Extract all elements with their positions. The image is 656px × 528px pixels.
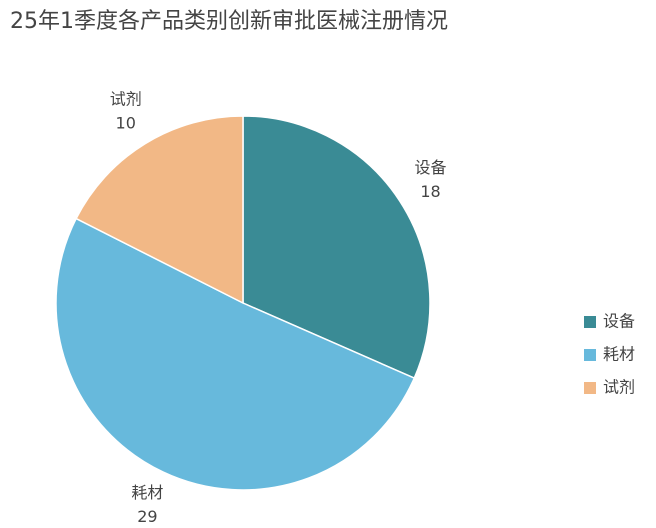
slice-value: 18	[420, 182, 440, 201]
legend-label: 耗材	[603, 345, 635, 364]
chart-title: 25年1季度各产品类别创新审批医械注册情况	[10, 9, 448, 34]
slice-label: 试剂	[110, 90, 142, 109]
legend-swatch	[584, 349, 596, 361]
pie-slice	[75, 115, 244, 305]
slice-label: 耗材	[131, 483, 163, 502]
legend-label: 设备	[603, 312, 635, 331]
slice-value: 29	[137, 507, 157, 526]
legend-label: 试剂	[603, 378, 635, 397]
slice-label: 设备	[415, 158, 447, 177]
pie-slice	[55, 217, 416, 491]
legend-swatch	[584, 316, 596, 328]
pie-slice	[242, 115, 431, 380]
slice-value: 10	[116, 114, 136, 133]
legend-swatch	[584, 382, 596, 394]
